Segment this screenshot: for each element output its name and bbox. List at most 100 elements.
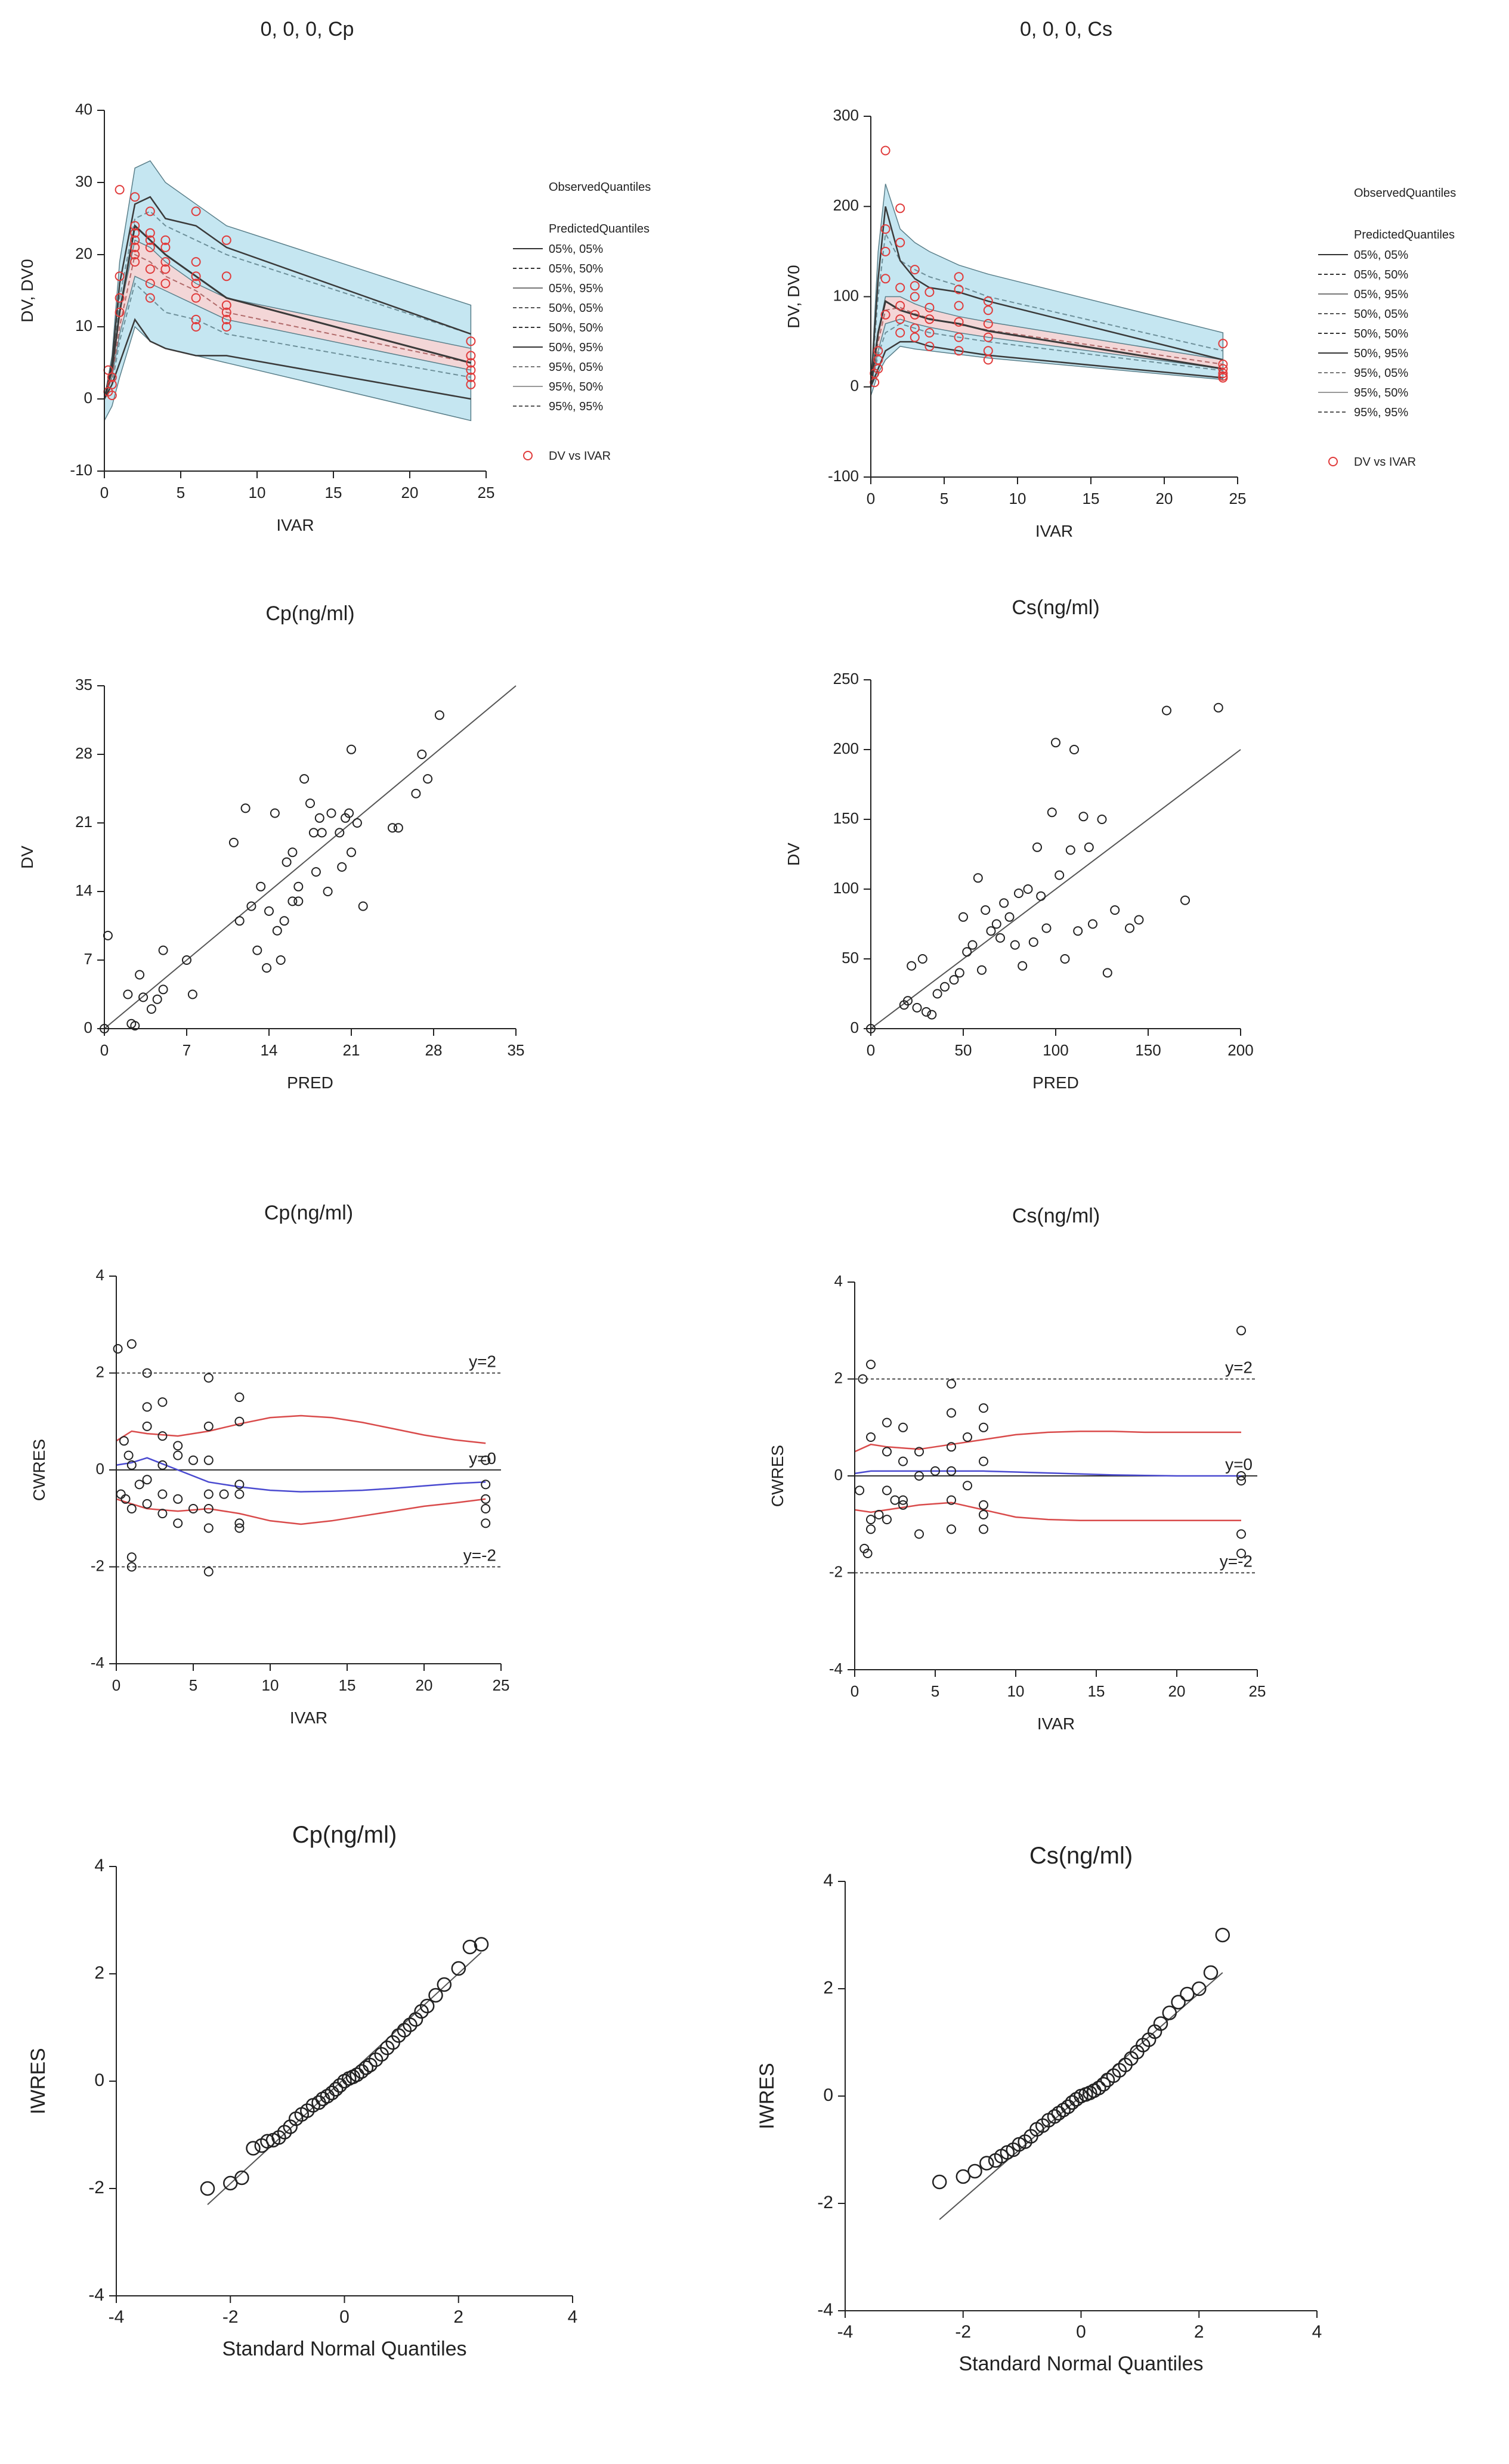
y-tick-label: 21: [75, 813, 92, 831]
data-point: [466, 351, 476, 361]
data-point: [123, 1450, 134, 1460]
x-tick-label: 25: [478, 484, 495, 502]
data-point: [1213, 702, 1223, 713]
data-point: [979, 1456, 988, 1466]
y-tick-label: 150: [833, 809, 859, 827]
chart-title: Cs(ng/ml): [1029, 1843, 1133, 1869]
x-tick-label: 5: [177, 484, 185, 502]
legend-entry-label: 95%, 05%: [1354, 367, 1408, 380]
data-point: [130, 228, 140, 238]
chart-title: Cs(ng/ml): [1012, 1205, 1100, 1227]
legend-points-label: DV vs IVAR: [549, 450, 611, 463]
x-tick-label: 2: [1194, 2322, 1204, 2342]
data-point: [1218, 359, 1228, 369]
data-point: [1236, 1326, 1246, 1336]
y-tick-label: 0: [96, 1460, 104, 1478]
y-tick-label: 2: [823, 1978, 833, 1998]
data-point: [947, 1442, 956, 1452]
data-point: [337, 862, 347, 872]
legend-entry-label: 05%, 95%: [549, 282, 603, 295]
data-point: [270, 808, 280, 818]
data-point: [967, 940, 978, 950]
data-point: [914, 1529, 924, 1539]
data-point: [157, 1509, 168, 1519]
data-point: [200, 2181, 215, 2196]
data-point: [1218, 364, 1228, 374]
legend-entry-label: 50%, 05%: [549, 302, 603, 315]
data-point: [1060, 2099, 1075, 2115]
data-point: [142, 1475, 152, 1485]
y-axis-label: IWRES: [27, 2048, 50, 2114]
x-tick-label: 150: [1135, 1041, 1161, 1059]
data-point: [1004, 912, 1015, 922]
data-point: [1236, 1529, 1246, 1539]
x-tick-label: 14: [261, 1041, 278, 1059]
data-point: [221, 235, 231, 245]
data-point: [954, 301, 964, 311]
data-point: [910, 292, 920, 302]
data-point: [417, 750, 427, 759]
data-point: [256, 881, 266, 892]
data-point: [145, 242, 155, 252]
pred-median-line: [104, 253, 471, 400]
data-point: [203, 1489, 214, 1499]
observed-median-line: [870, 299, 1223, 388]
data-point: [956, 2169, 971, 2184]
data-point: [880, 274, 890, 284]
data-point: [115, 293, 125, 303]
x-tick-label: 2: [453, 2307, 463, 2327]
legend-point-swatch: [1328, 457, 1338, 466]
pred-p95-lower-line: [870, 231, 1223, 387]
data-point: [999, 898, 1009, 908]
x-tick-label: 10: [1009, 490, 1026, 507]
data-point: [481, 1518, 491, 1528]
y-tick-label: -2: [88, 2178, 104, 2197]
data-point: [979, 1524, 988, 1534]
data-point: [158, 945, 168, 955]
data-point: [1236, 1549, 1246, 1558]
data-point: [986, 926, 996, 936]
y-tick-label: 14: [75, 881, 92, 899]
data-point: [1096, 2076, 1111, 2092]
data-point: [293, 881, 304, 892]
data-point: [1236, 1476, 1246, 1486]
data-point: [1084, 842, 1094, 852]
y-tick-label: 300: [833, 106, 859, 124]
data-point: [276, 955, 286, 965]
data-point: [308, 828, 319, 838]
y-tick-label: 200: [833, 196, 859, 214]
data-point: [1069, 2092, 1084, 2107]
data-point: [910, 281, 920, 291]
data-point: [924, 287, 935, 297]
data-point: [895, 328, 905, 338]
data-point: [191, 257, 201, 267]
data-point: [1051, 738, 1060, 748]
legend-entry-label: 05%, 05%: [549, 243, 603, 256]
prediction-interval-band: [870, 184, 1224, 397]
y-tick-label: 4: [834, 1272, 843, 1290]
legend-entry-label: 95%, 50%: [1354, 386, 1408, 400]
data-point: [1091, 2081, 1106, 2095]
data-point: [240, 803, 251, 813]
data-point: [1036, 891, 1046, 901]
data-point: [123, 989, 133, 999]
y-tick-label: 2: [834, 1369, 843, 1386]
chart-title: Cp(ng/ml): [264, 1202, 353, 1224]
data-point: [423, 774, 433, 784]
data-point: [157, 1460, 168, 1470]
legend-entry-label: 05%, 95%: [1354, 288, 1408, 301]
data-point: [895, 237, 905, 247]
data-point: [1215, 1927, 1230, 1943]
y-tick-label: 2: [94, 1963, 104, 1983]
data-point: [859, 1543, 870, 1553]
data-point: [332, 2078, 348, 2093]
x-tick-label: 4: [568, 2307, 578, 2327]
y-axis-label: DV, DV0: [18, 259, 36, 322]
data-point: [1097, 815, 1107, 824]
data-point: [188, 1504, 198, 1513]
data-point: [160, 278, 171, 289]
y-tick-label: 7: [84, 950, 92, 968]
data-point: [120, 1494, 131, 1504]
data-point: [882, 1515, 892, 1525]
data-point: [910, 309, 920, 320]
